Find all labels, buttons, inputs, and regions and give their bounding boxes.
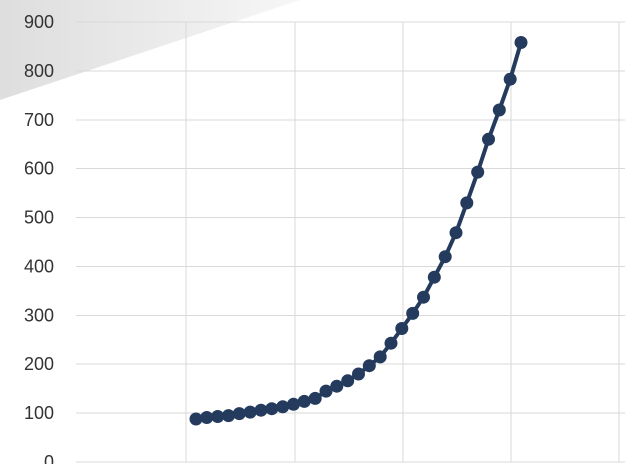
series-line: [194, 40, 523, 421]
data-point: [297, 394, 311, 408]
data-point: [319, 384, 333, 398]
data-point: [471, 165, 485, 179]
data-point: [276, 400, 290, 414]
data-point: [373, 350, 387, 364]
data-point: [427, 270, 441, 284]
data-point: [362, 359, 376, 373]
y-tick-label: 400: [24, 256, 54, 276]
data-point: [406, 306, 420, 320]
y-tick-label: 900: [24, 12, 54, 32]
data-point: [438, 250, 452, 264]
data-point: [308, 391, 322, 405]
data-point: [514, 36, 528, 49]
data-point: [265, 402, 279, 416]
y-tick-label: 300: [24, 305, 54, 325]
data-point: [211, 410, 225, 423]
data-point: [222, 409, 235, 423]
data-point: [243, 405, 257, 419]
y-tick-label: 600: [24, 159, 54, 179]
data-point: [492, 103, 506, 117]
y-tick-label: 100: [24, 403, 54, 423]
data-point: [449, 226, 463, 240]
y-tick-label: 800: [24, 61, 54, 81]
data-point: [352, 367, 365, 381]
data-point: [254, 403, 268, 417]
data-point: [395, 322, 409, 335]
data-point: [384, 336, 398, 350]
data-point: [200, 411, 214, 424]
data-point: [417, 290, 430, 304]
y-tick-label: 700: [24, 110, 54, 130]
y-tick-label: 0: [44, 452, 54, 464]
watermark-band: [0, 0, 300, 100]
y-tick-label: 200: [24, 354, 54, 374]
data-point: [341, 374, 355, 388]
y-axis-tick-labels: 0 100 200 300 400 500 600 700 800 900: [24, 12, 54, 464]
data-point: [503, 72, 517, 86]
data-point: [460, 196, 474, 210]
data-point: [287, 397, 300, 411]
data-point: [330, 379, 344, 393]
series-markers: [189, 36, 528, 426]
data-point: [232, 407, 246, 421]
grid-layer: [76, 21, 625, 463]
y-tick-label: 500: [24, 208, 54, 228]
data-point: [189, 412, 203, 426]
data-point: [482, 132, 495, 146]
